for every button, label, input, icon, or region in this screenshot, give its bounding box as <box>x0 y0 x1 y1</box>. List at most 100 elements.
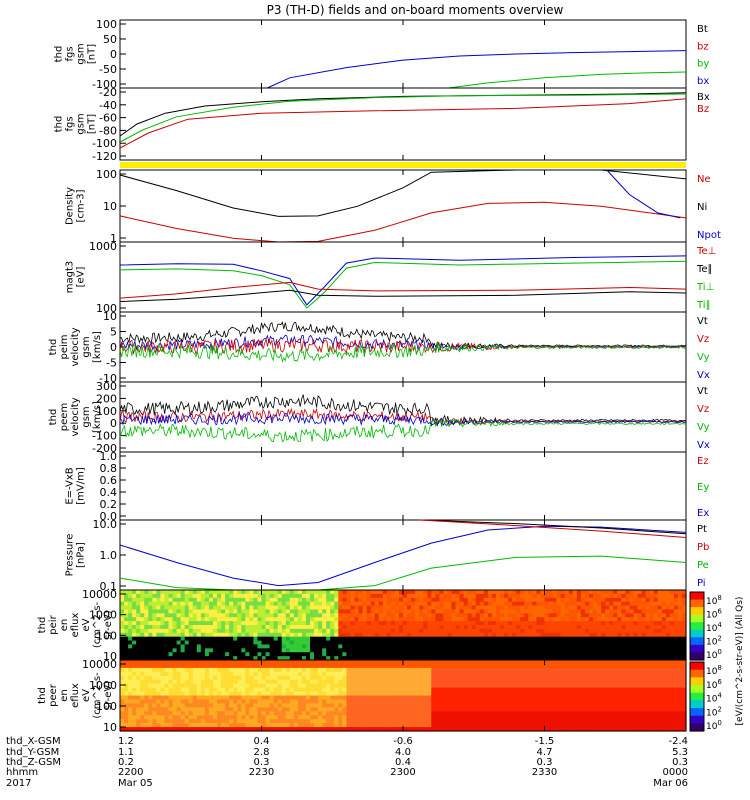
spectrogram-cell <box>261 625 267 630</box>
spectrogram-cell <box>204 640 210 646</box>
spectrogram-cell <box>479 636 485 642</box>
spectrogram-cell <box>249 707 255 712</box>
spectrogram-cell <box>362 671 368 677</box>
spectrogram-cell <box>269 691 275 697</box>
spectrogram-cell <box>649 593 655 599</box>
spectrogram-cell <box>564 719 570 724</box>
spectrogram-cell <box>419 660 424 665</box>
spectrogram-cell <box>403 593 408 599</box>
spectrogram-cell <box>665 605 671 611</box>
spectrogram-cell <box>597 699 602 704</box>
spectrogram-cell <box>508 632 513 638</box>
spectrogram-cell <box>463 727 469 732</box>
spectrogram-cell <box>487 663 493 669</box>
spectrogram-cell <box>265 663 271 669</box>
spectrogram-cell <box>378 675 384 681</box>
spectrogram-cell <box>483 699 489 704</box>
spectrogram-cell <box>483 695 489 701</box>
spectrogram-cell <box>374 625 380 630</box>
spectrogram-cell <box>394 613 400 618</box>
spectrogram-cell <box>322 719 327 724</box>
spectrogram-cell <box>350 660 356 665</box>
series-Ti_perp <box>119 255 687 306</box>
spectrogram-cell <box>200 644 206 649</box>
spectrogram-cell <box>564 703 570 708</box>
spectrogram-cell <box>419 628 424 634</box>
spectrogram-cell <box>548 679 554 685</box>
spectrogram-cell <box>669 593 675 599</box>
spectrogram-cell <box>212 711 218 716</box>
spectrogram-cell <box>281 640 287 646</box>
spectrogram-cell <box>277 652 283 657</box>
spectrogram-cell <box>273 675 279 681</box>
series-Te_perp <box>119 281 687 299</box>
spectrogram-cell <box>597 711 602 716</box>
spectrogram-cell <box>479 644 485 649</box>
spectrogram-cell <box>532 711 538 716</box>
spectrogram-cell <box>358 609 364 614</box>
spectrogram-cell <box>172 593 178 599</box>
spectrogram-cell <box>443 679 449 685</box>
spectrogram-cell <box>212 644 218 649</box>
spectrogram-cell <box>621 640 626 646</box>
spectrogram-cell <box>568 609 574 614</box>
spectrogram-cell <box>520 707 525 712</box>
spectrogram-cell <box>229 644 234 649</box>
spectrogram-cell <box>217 711 222 716</box>
spectrogram-cell <box>439 632 445 638</box>
spectrogram-cell <box>212 687 218 693</box>
spectrogram-cell <box>330 644 335 649</box>
spectrogram-cell <box>588 703 594 708</box>
spectrogram-cell <box>669 613 675 618</box>
spectrogram-cell <box>661 601 667 607</box>
spectrogram-cell <box>184 703 190 708</box>
spectrogram-cell <box>520 628 525 634</box>
spectrogram-cell <box>439 636 445 642</box>
spectrogram-cell <box>447 687 453 693</box>
spectrogram-cell <box>180 679 186 685</box>
spectrogram-cell <box>249 699 255 704</box>
spectrogram-cell <box>261 711 267 716</box>
spectrogram-cell <box>601 679 606 685</box>
spectrogram-cell <box>532 663 538 669</box>
spectrogram-cell <box>176 683 182 689</box>
spectrogram-cell <box>455 691 461 697</box>
spectrogram-cell <box>560 723 566 728</box>
spectrogram-cell <box>148 617 153 622</box>
spectrogram-cell <box>196 711 202 716</box>
spectrogram-cell <box>350 652 356 657</box>
spectrogram-cell <box>609 605 614 611</box>
spectrogram-cell <box>265 699 271 704</box>
spectrogram-cell <box>439 625 445 630</box>
spectrogram-cell <box>237 671 242 677</box>
spectrogram-cell <box>532 719 538 724</box>
spectrogram-cell <box>168 687 174 693</box>
spectrogram-cell <box>500 679 505 685</box>
spectrogram-cell <box>471 652 477 657</box>
spectrogram-cell <box>346 671 352 677</box>
spectrogram-cell <box>225 632 230 638</box>
spectrogram-cell <box>394 660 400 665</box>
spectrogram-cell <box>374 613 380 618</box>
spectrogram-cell <box>208 691 214 697</box>
spectrogram-cell <box>277 628 283 634</box>
spectrogram-cell <box>128 723 133 728</box>
spectrogram-cell <box>427 660 432 665</box>
spectrogram-cell <box>560 636 566 642</box>
spectrogram-cell <box>593 667 598 673</box>
spectrogram-cell <box>500 691 505 697</box>
spectrogram-cell <box>487 605 493 611</box>
spectrogram-cell <box>358 590 364 595</box>
spectrogram-cell <box>140 687 145 693</box>
spectrogram-cell <box>342 727 347 732</box>
spectrogram-cell <box>176 617 182 622</box>
spectrogram-cell <box>310 715 315 720</box>
spectrogram-cell <box>520 644 525 649</box>
spectrogram-cell <box>463 719 469 724</box>
spectrogram-cell <box>431 707 436 712</box>
spectrogram-cell <box>439 667 445 673</box>
spectrogram-cell <box>370 707 376 712</box>
spectrogram-cell <box>253 727 259 732</box>
spectrogram-cell <box>180 719 186 724</box>
spectrogram-cell <box>273 671 279 677</box>
